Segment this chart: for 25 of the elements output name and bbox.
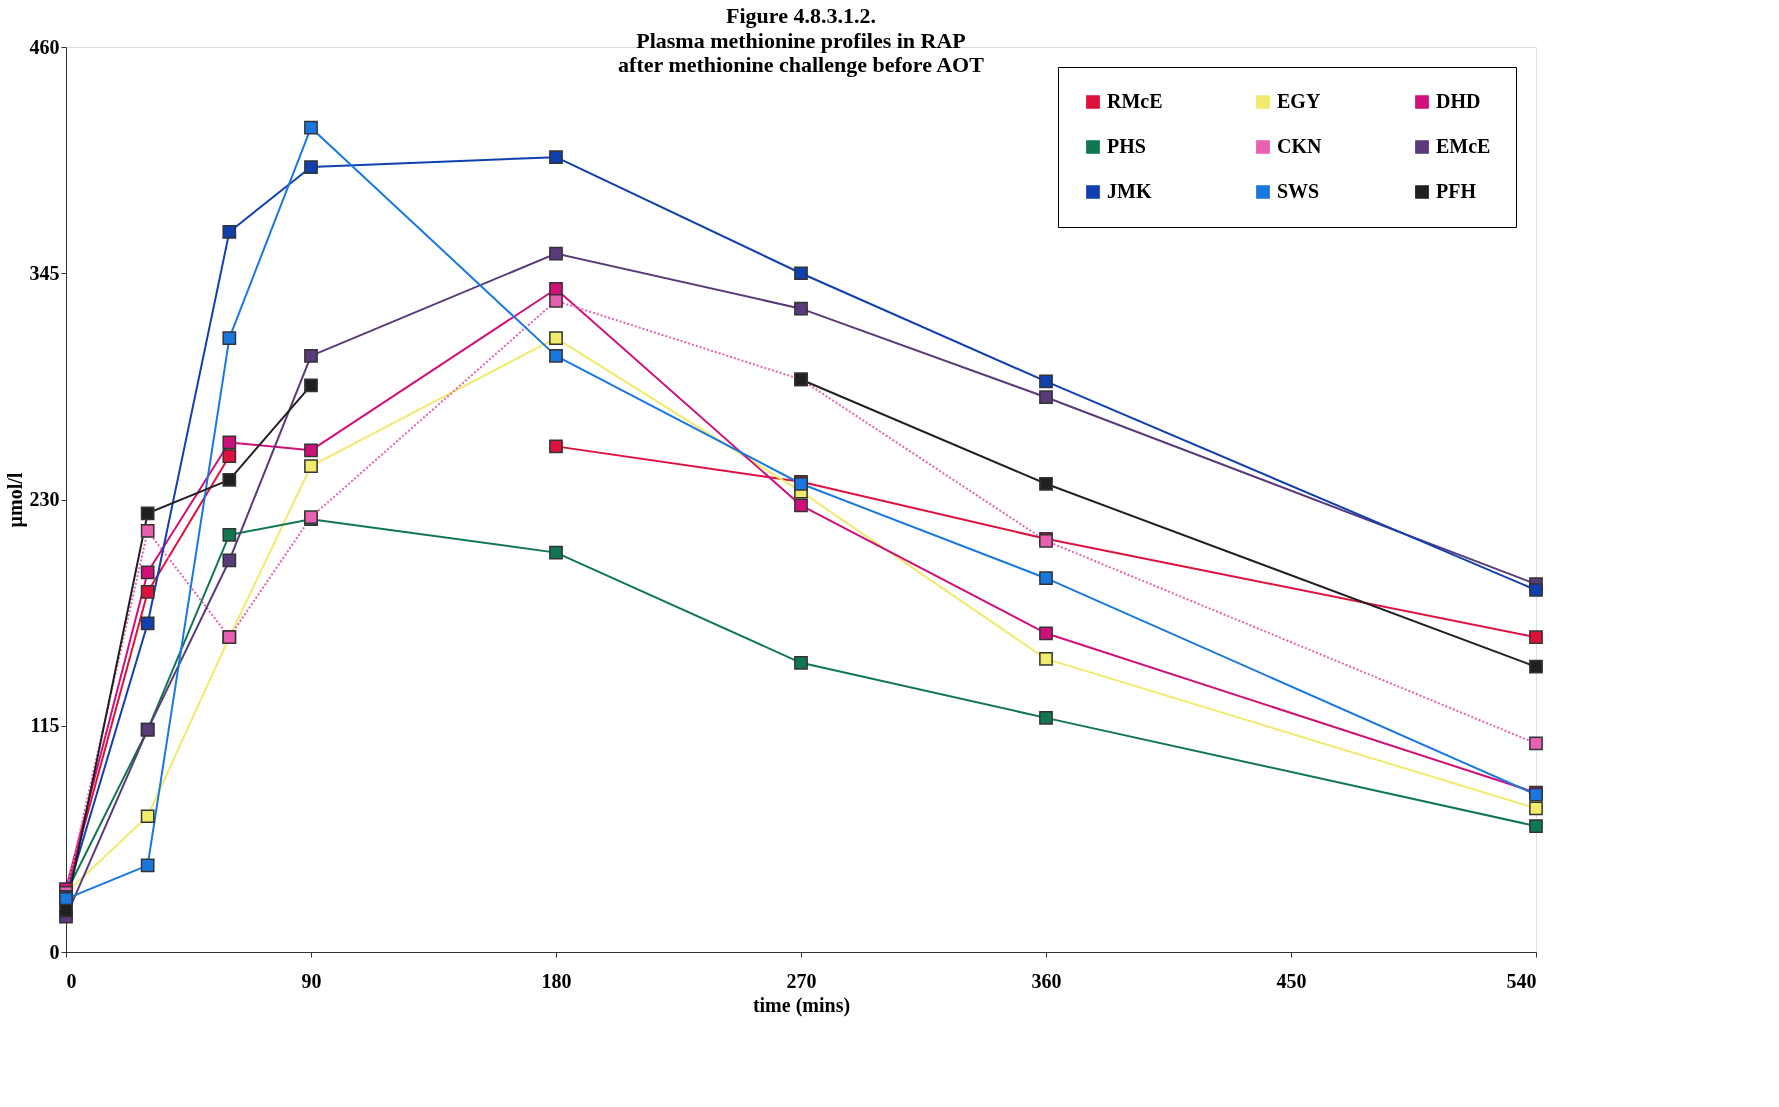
y-tick-label: 0: [49, 940, 60, 963]
legend-label: JMK: [1107, 180, 1152, 202]
x-tick-label: 270: [786, 969, 817, 992]
legend-label: RMcE: [1107, 90, 1163, 112]
x-tick-label: 90: [301, 969, 322, 992]
legend-label: SWS: [1277, 180, 1320, 202]
x-axis-title: time (mins): [752, 993, 851, 1017]
y-tick-label: 460: [29, 35, 60, 58]
legend-label: PFH: [1436, 180, 1477, 202]
chart-subtitle: Plasma methionine profiles in RAP after methionine challenge before AOT: [618, 28, 985, 77]
y-axis-title: µmol/l: [3, 472, 27, 528]
x-tick-label: 450: [1276, 969, 1307, 992]
y-tick-label: 230: [29, 488, 60, 510]
y-tick-label: 345: [29, 261, 60, 284]
legend-label: EGY: [1277, 90, 1321, 112]
legend-label: EMcE: [1436, 135, 1491, 157]
legend-label: PHS: [1107, 135, 1146, 157]
chart-title: Figure 4.8.3.1.2.: [726, 3, 876, 28]
x-tick-label: 0: [66, 969, 77, 992]
y-tick-label: 115: [30, 714, 60, 737]
legend-label: DHD: [1436, 90, 1481, 112]
legend-label: CKN: [1277, 135, 1322, 157]
x-tick-label: 180: [541, 969, 572, 992]
x-tick-label: 540: [1506, 969, 1537, 992]
x-tick-label: 360: [1031, 969, 1062, 992]
